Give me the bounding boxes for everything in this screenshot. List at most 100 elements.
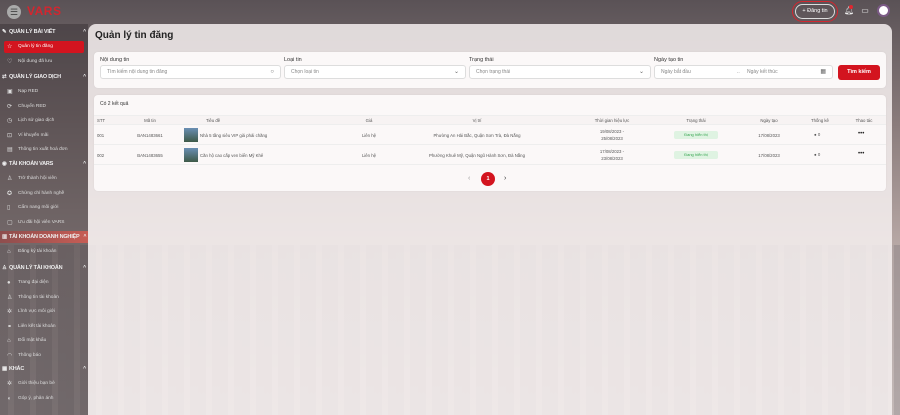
- date-range-input[interactable]: Ngày bắt đầu .. Ngày kết thúc ▦: [654, 65, 833, 79]
- sidebar-item[interactable]: ◖ Góp ý, phản ánh: [4, 393, 84, 405]
- section-title: TÀI KHOẢN VARS: [9, 161, 54, 167]
- lock-icon: ⌂: [7, 338, 11, 345]
- date-start[interactable]: Ngày bắt đầu: [661, 69, 691, 75]
- sidebar-section[interactable]: ♙ QUẢN LÝ TÀI KHOẢN ^: [0, 262, 88, 274]
- sidebar-item[interactable]: ⌂ Đăng ký tài khoản: [4, 246, 84, 258]
- listing-title[interactable]: Căn hộ cao cấp ven biển Mỹ Khê: [200, 153, 264, 158]
- sidebar-item-label: Ưu đãi hội viên VARS: [18, 219, 65, 225]
- sidebar-item-label: Chuyển RED: [18, 103, 46, 109]
- transfer-icon: ⟳: [7, 103, 13, 110]
- search-button[interactable]: Tìm kiếm: [838, 65, 880, 80]
- settings-icon: ✲: [7, 309, 13, 316]
- sidebar-section[interactable]: ▥ TÀI KHOẢN DOANH NGHIỆP ^: [0, 231, 88, 243]
- sidebar-item[interactable]: ⊡ Ví khuyến mãi: [4, 130, 84, 142]
- table-row[interactable]: 001 BAN1483661 Nhà 5 tầng siêu VIP giá p…: [94, 126, 886, 145]
- discount-icon: ▢: [7, 219, 13, 226]
- status-select[interactable]: Chọn trạng thái ⌄: [469, 65, 651, 79]
- created-date: 17/08/2023: [758, 153, 780, 158]
- date-label: Ngày tạo tin: [654, 57, 684, 63]
- more-actions-button[interactable]: •••: [858, 151, 865, 157]
- listing-price: Liên hệ: [361, 133, 377, 138]
- sidebar-item-label: Trở thành hội viên: [18, 176, 57, 181]
- column-header: Giá: [365, 118, 373, 123]
- avatar[interactable]: [877, 4, 890, 17]
- sidebar-item[interactable]: ✪ Chứng chỉ hành nghề: [4, 188, 84, 200]
- date-end[interactable]: Ngày kết thúc: [747, 69, 778, 75]
- sidebar-item-label: Góp ý, phản ánh: [18, 395, 54, 401]
- listing-title[interactable]: Nhà 5 tầng siêu VIP giá phải chăng: [200, 133, 268, 138]
- column-header: Tiêu đề: [206, 118, 221, 123]
- logo[interactable]: VARS: [27, 4, 62, 18]
- views-count: 0: [817, 132, 821, 137]
- sidebar-item[interactable]: ⟳ Chuyển RED: [4, 101, 84, 113]
- chevron-up-icon[interactable]: ^: [83, 74, 86, 80]
- date-separator: ..: [737, 69, 740, 75]
- page-1-button[interactable]: 1: [481, 172, 495, 186]
- main-panel: Quản lý tin đăng Nội dung tin Tìm kiếm n…: [88, 24, 892, 415]
- type-select[interactable]: Chọn loại tin ⌄: [284, 65, 466, 79]
- chevron-up-icon[interactable]: ^: [83, 366, 86, 372]
- column-header: Thống kê: [811, 118, 829, 123]
- section-title: QUẢN LÝ TÀI KHOẢN: [9, 265, 63, 271]
- sidebar-item-label: Đổi mật khẩu: [18, 338, 47, 344]
- history-icon: ◷: [7, 118, 13, 125]
- bell-icon[interactable]: 🔔︎: [844, 6, 855, 15]
- chevron-up-icon[interactable]: ^: [83, 29, 86, 35]
- sidebar-item[interactable]: ▢ Ưu đãi hội viên VARS: [4, 217, 84, 229]
- prev-page-button[interactable]: ‹: [468, 175, 471, 182]
- sidebar-item[interactable]: ✲ Lĩnh vực môi giới: [4, 306, 84, 318]
- edit-icon: ✎: [2, 29, 7, 35]
- sidebar-item-label: Chứng chỉ hành nghề: [18, 190, 65, 196]
- listing-thumbnail[interactable]: [184, 148, 198, 162]
- results-count: Có 2 kết quả: [100, 101, 129, 107]
- sidebar-item[interactable]: ⌂ Đổi mật khẩu: [4, 335, 84, 347]
- content-search-input[interactable]: Tìm kiếm nội dung tin đăng ○: [100, 65, 281, 79]
- listing-thumbnail[interactable]: [184, 128, 198, 142]
- book-icon: ▯: [7, 205, 11, 212]
- sidebar-item-label: Quản lý tin đăng: [18, 44, 53, 49]
- sidebar-item[interactable]: ▣ Nạp RED: [4, 86, 84, 98]
- listing-code: BAN1483661: [137, 133, 163, 138]
- sidebar-item[interactable]: ☆ Quản lý tin đăng: [4, 41, 84, 53]
- chevron-down-icon: ⌄: [453, 69, 459, 75]
- sidebar-section[interactable]: ✎ QUẢN LÝ BÀI VIẾT ^: [0, 26, 88, 38]
- heart-icon: ♡: [7, 58, 13, 65]
- sidebar-section[interactable]: ⇄ QUẢN LÝ GIAO DỊCH ^: [0, 71, 88, 83]
- sidebar-item[interactable]: ✲ Giới thiệu bạn bè: [4, 378, 84, 390]
- chevron-up-icon[interactable]: ^: [83, 234, 87, 240]
- views: ● 0: [814, 152, 820, 157]
- sidebar-item[interactable]: ♙ Thông tin tài khoản: [4, 292, 84, 304]
- next-page-button[interactable]: ›: [504, 175, 507, 182]
- section-title: QUẢN LÝ GIAO DỊCH: [9, 74, 61, 80]
- table-row[interactable]: 002 BAN1483655 Căn hộ cao cấp ven biển M…: [94, 146, 886, 165]
- menu-icon[interactable]: ☰: [7, 5, 21, 19]
- valid-to: 23/08/2023: [601, 156, 623, 161]
- sidebar-section[interactable]: ◉ TÀI KHOẢN VARS ^: [0, 158, 88, 170]
- filter-card: Nội dung tin Tìm kiếm nội dung tin đăng ○…: [94, 52, 886, 88]
- sidebar-item[interactable]: ♙ Trở thành hội viên: [4, 173, 84, 185]
- chevron-up-icon[interactable]: ^: [83, 161, 86, 167]
- sidebar-item[interactable]: ⚭ Liên kết tài khoản: [4, 321, 84, 333]
- row-stt: 001: [97, 133, 105, 138]
- more-actions-button[interactable]: •••: [858, 131, 865, 137]
- chevron-up-icon[interactable]: ^: [83, 265, 86, 271]
- transaction-icon: ⇄: [2, 74, 7, 80]
- valid-from: 19/08/2023 -: [599, 129, 625, 134]
- member-icon: ♙: [7, 176, 13, 182]
- sidebar-item[interactable]: ▤ Thông tin xuất hoá đơn: [4, 144, 84, 156]
- post-listing-button[interactable]: + Đăng tin: [792, 1, 838, 22]
- gift-icon: ⊡: [7, 132, 13, 139]
- sidebar-item[interactable]: ● Trang đại diện: [4, 277, 84, 289]
- sidebar-item[interactable]: ◠ Thông báo: [4, 350, 84, 362]
- sidebar-section[interactable]: ▦ KHÁC ^: [0, 363, 88, 375]
- status-badge: Đang hiển thị: [674, 131, 718, 139]
- friends-icon: ✲: [7, 381, 13, 387]
- sidebar-item-label: Nội dung đã lưu: [18, 58, 53, 64]
- building-icon: ▥: [2, 234, 8, 240]
- sidebar-item-label: Trang đại diện: [18, 280, 49, 285]
- invoice-icon: ▤: [7, 147, 13, 154]
- sidebar-item[interactable]: ▯ Cẩm nang môi giới: [4, 202, 84, 214]
- sidebar-item[interactable]: ♡ Nội dung đã lưu: [4, 56, 84, 68]
- sidebar-item[interactable]: ◷ Lịch sử giao dịch: [4, 115, 84, 127]
- cart-icon[interactable]: ▭: [861, 6, 869, 15]
